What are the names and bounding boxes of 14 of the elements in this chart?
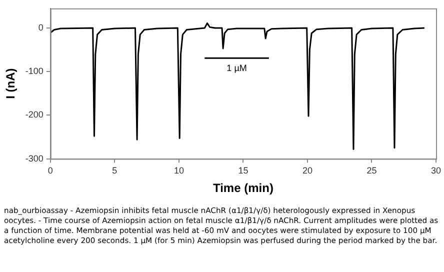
x-axis-title: Time (min) [212,181,274,196]
x-tick-label: 30 [430,166,441,176]
x-tick-label: 15 [238,166,248,176]
y-tick-label: -200 [25,110,44,120]
x-tick-label: 20 [302,166,312,176]
y-axis-title: I (nA) [4,68,18,99]
y-tick-label: -100 [25,66,44,76]
x-tick-label: 0 [48,166,53,176]
x-tick-label: 10 [174,166,184,176]
x-tick-label: 25 [366,166,377,176]
y-tick-label: 0 [38,22,44,32]
x-tick-label: 5 [112,166,118,176]
y-tick-label: -300 [25,153,44,164]
annotation: 1 µM [226,63,247,74]
